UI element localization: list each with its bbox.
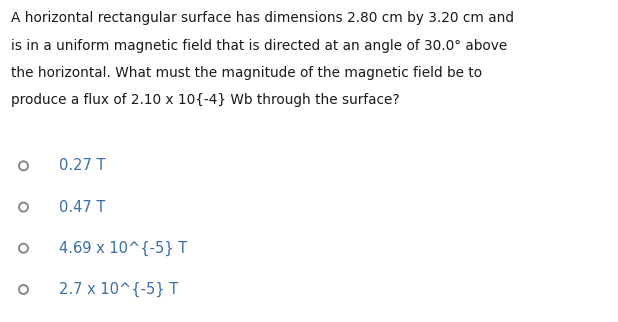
Text: A horizontal rectangular surface has dimensions 2.80 cm by 3.20 cm and: A horizontal rectangular surface has dim… [11,11,514,25]
Text: 0.47 T: 0.47 T [59,200,105,214]
Text: produce a flux of 2.10 x 10{-4} Wb through the surface?: produce a flux of 2.10 x 10{-4} Wb throu… [11,93,400,107]
Text: 0.27 T: 0.27 T [59,158,105,173]
Text: is in a uniform magnetic field that is directed at an angle of 30.0° above: is in a uniform magnetic field that is d… [11,39,507,52]
Text: the horizontal. What must the magnitude of the magnetic field be to: the horizontal. What must the magnitude … [11,66,482,80]
Text: 4.69 x 10^{-5} T: 4.69 x 10^{-5} T [59,241,187,256]
Text: 2.7 x 10^{-5} T: 2.7 x 10^{-5} T [59,282,178,297]
